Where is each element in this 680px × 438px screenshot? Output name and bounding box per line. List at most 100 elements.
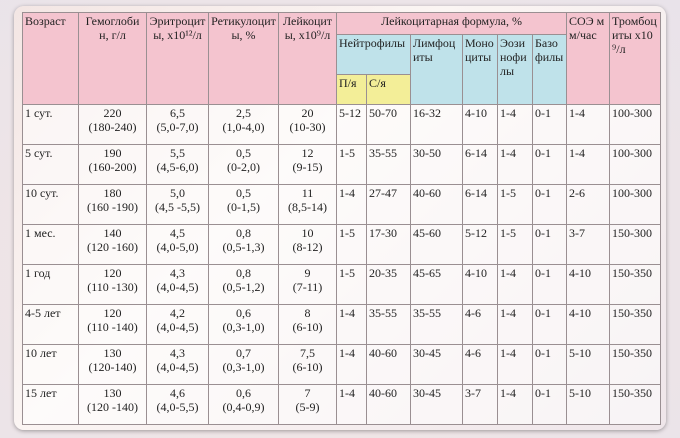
table-cell: 1-4 — [336, 184, 367, 225]
table-body: 1 сут. 220 (180-240) 6,5 (5,0-7,0) 2,5 (1,0… — [22, 104, 662, 425]
table-cell: 0,5 (0-1,5) — [208, 184, 279, 225]
table-cell: 150-350 — [609, 264, 662, 305]
header-cell: Нейтрофилы — [336, 34, 411, 75]
header-cell: Лейкоциты, x10⁹/л — [278, 12, 337, 105]
table-cell: 6-14 — [462, 184, 498, 225]
table-cell: 45-65 — [410, 264, 463, 305]
table-row: 10 сут. 180 (160 -190) 5,0 (4,5 -5,5) 0,5 (… — [22, 184, 662, 225]
table-cell: 4-5 лет — [22, 304, 79, 345]
table-cell: 1-4 — [336, 304, 367, 345]
header-cell: Базофилы — [531, 34, 568, 105]
table-cell: 20 (10-30) — [278, 104, 337, 145]
table-cell: 0-1 — [531, 184, 568, 225]
table-cell: 3-7 — [566, 224, 611, 265]
table-cell: 1-4 — [497, 104, 533, 145]
table-cell: 0,8 (0,5-1,3) — [208, 224, 279, 265]
header-cell: П/я — [336, 74, 367, 105]
header-cell: Эритроциты, x10¹²/л — [146, 12, 209, 105]
table-cell: 220 (180-240) — [78, 104, 147, 145]
table-cell: 1-4 — [336, 384, 367, 425]
table-cell: 0-1 — [531, 224, 568, 265]
table-cell: 130 (120 -140) — [78, 384, 147, 425]
table-row: 5 сут. 190 (160-200) 5,5 (4,5-6,0) 0,5 (0-2… — [22, 144, 662, 185]
table-cell: 130 (120-140) — [78, 344, 147, 385]
header-cell: Ретикулоциты, % — [208, 12, 279, 105]
table-cell: 1-4 — [566, 144, 611, 185]
table-cell: 4-10 — [462, 104, 498, 145]
table-cell: 40-60 — [366, 344, 411, 385]
table-cell: 4-10 — [566, 264, 611, 305]
table-cell: 16-32 — [410, 104, 463, 145]
table-cell: 180 (160 -190) — [78, 184, 147, 225]
table-cell: 1-4 — [497, 304, 533, 345]
table-cell: 5-10 — [566, 344, 611, 385]
table-cell: 4,5 (4,0-5,0) — [146, 224, 209, 265]
table-row: 15 лет 130 (120 -140) 4,6 (4,0-5,5) 0,6 (0,… — [22, 384, 662, 425]
header-cell: Возраст — [22, 12, 79, 105]
table-cell: 100-300 — [609, 184, 662, 225]
table-cell: 120 (110 -140) — [78, 304, 147, 345]
table-cell: 1-5 — [336, 264, 367, 305]
table-cell: 0,6 (0,3-1,0) — [208, 304, 279, 345]
table-cell: 1 мес. — [22, 224, 79, 265]
table-cell: 0-1 — [531, 304, 568, 345]
header-cell: СОЭ мм/час — [566, 12, 611, 105]
table-row: 1 сут. 220 (180-240) 6,5 (5,0-7,0) 2,5 (1,0… — [22, 104, 662, 145]
table-cell: 27-47 — [366, 184, 411, 225]
table-cell: 150-350 — [609, 344, 662, 385]
table-cell: 40-60 — [410, 184, 463, 225]
table-cell: 0-1 — [531, 144, 568, 185]
table-cell: 0,7 (0,3-1,0) — [208, 344, 279, 385]
table-cell: 0-1 — [531, 104, 568, 145]
header-cell: Лимфоциты — [410, 34, 463, 105]
table-cell: 190 (160-200) — [78, 144, 147, 185]
table-cell: 35-55 — [366, 144, 411, 185]
table-cell: 6,5 (5,0-7,0) — [146, 104, 209, 145]
table-cell: 150-350 — [609, 304, 662, 345]
table-cell: 4,3 (4,0-4,5) — [146, 344, 209, 385]
table-cell: 30-45 — [410, 384, 463, 425]
table-cell: 0,8 (0,5-1,2) — [208, 264, 279, 305]
table-cell: 1-4 — [336, 344, 367, 385]
table-row: 1 мес. 140 (120 -160) 4,5 (4,0-5,0) 0,8 (0,… — [22, 224, 662, 265]
blood-table: Возраст Гемоглобин, г/л Эритроциты, x10¹… — [22, 12, 662, 425]
table-row: 1 год 120 (110 -130) 4,3 (4,0-4,5) 0,8 (0,5… — [22, 264, 662, 305]
table-cell: 4,6 (4,0-5,5) — [146, 384, 209, 425]
table-cell: 4,3 (4,0-4,5) — [146, 264, 209, 305]
header-cell: Гемоглобин, г/л — [78, 12, 147, 105]
table-cell: 30-50 — [410, 144, 463, 185]
table-cell: 10 лет — [22, 344, 79, 385]
table-cell: 0-1 — [531, 384, 568, 425]
table-cell: 5-10 — [566, 384, 611, 425]
table-cell: 5 сут. — [22, 144, 79, 185]
table-cell: 1-5 — [336, 224, 367, 265]
table-cell: 1-5 — [336, 144, 367, 185]
header-cell: Моноциты — [462, 34, 498, 105]
table-cell: 50-70 — [366, 104, 411, 145]
table-cell: 6-14 — [462, 144, 498, 185]
table-cell: 1-4 — [497, 264, 533, 305]
table-row: 4-5 лет 120 (110 -140) 4,2 (4,0-4,5) 0,6 (0… — [22, 304, 662, 345]
table-cell: 4-10 — [566, 304, 611, 345]
table-cell: 4-10 — [462, 264, 498, 305]
table-cell: 1-4 — [497, 384, 533, 425]
table-cell: 1-4 — [497, 344, 533, 385]
table-cell: 9 (7-11) — [278, 264, 337, 305]
table-cell: 7,5 (6-10) — [278, 344, 337, 385]
table-cell: 0,6 (0,4-0,9) — [208, 384, 279, 425]
table-cell: 1-5 — [497, 184, 533, 225]
table-cell: 40-60 — [366, 384, 411, 425]
table-cell: 35-55 — [366, 304, 411, 345]
table-cell: 140 (120 -160) — [78, 224, 147, 265]
table-cell: 0-1 — [531, 344, 568, 385]
table-cell: 11 (8,5-14) — [278, 184, 337, 225]
table-cell: 0,5 (0-2,0) — [208, 144, 279, 185]
table-cell: 150-350 — [609, 384, 662, 425]
table-cell: 1-4 — [566, 104, 611, 145]
table-cell: 2-6 — [566, 184, 611, 225]
table-cell: 120 (110 -130) — [78, 264, 147, 305]
table-cell: 15 лет — [22, 384, 79, 425]
table-cell: 1 год — [22, 264, 79, 305]
table-cell: 5,5 (4,5-6,0) — [146, 144, 209, 185]
